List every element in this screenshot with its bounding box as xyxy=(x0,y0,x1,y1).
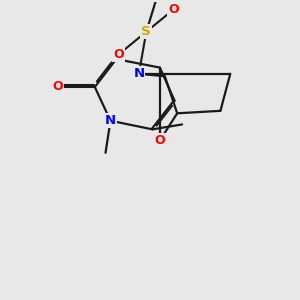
Text: O: O xyxy=(114,47,124,61)
Text: N: N xyxy=(133,67,144,80)
Text: S: S xyxy=(142,25,151,38)
Text: O: O xyxy=(168,3,179,16)
Text: N: N xyxy=(105,114,116,127)
Text: O: O xyxy=(52,80,63,93)
Text: O: O xyxy=(154,134,165,147)
